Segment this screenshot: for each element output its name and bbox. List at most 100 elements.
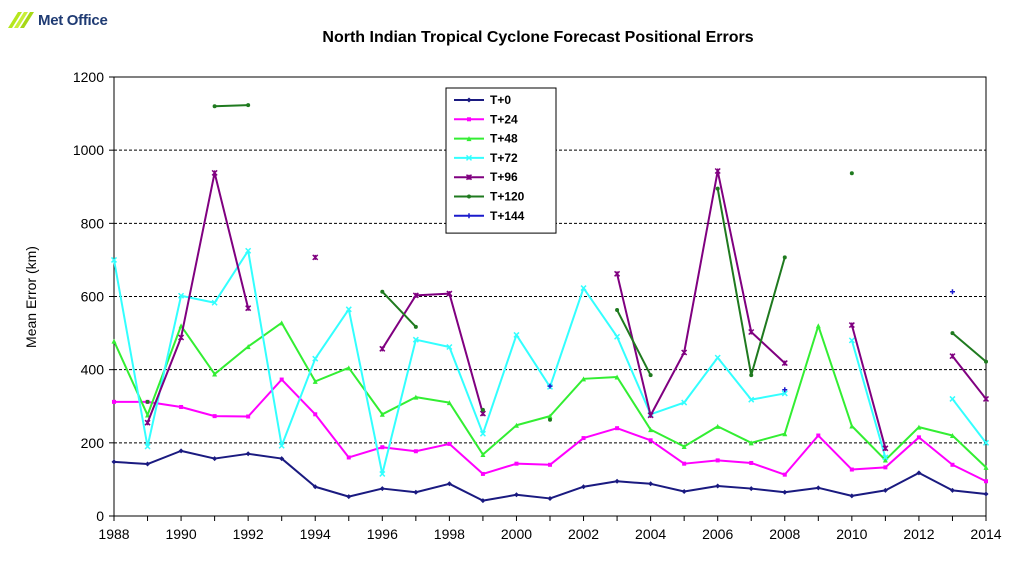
data-point [748, 486, 754, 492]
data-point [279, 456, 285, 462]
data-point [916, 470, 922, 476]
data-point [815, 323, 821, 329]
y-tick-label: 200 [81, 435, 105, 451]
data-point [950, 331, 955, 336]
series-line [381, 291, 417, 328]
legend-item: T+0 [454, 93, 511, 107]
data-point [984, 359, 988, 364]
series-line [113, 449, 987, 502]
legend-item: T+96 [454, 170, 518, 184]
data-point [480, 471, 485, 476]
x-tick-label: 1998 [434, 526, 465, 542]
data-point [212, 414, 217, 419]
data-point [782, 472, 787, 477]
logo-text: Met Office [38, 11, 108, 29]
data-point [413, 394, 419, 400]
data-point [212, 456, 218, 462]
legend-label: T+96 [490, 170, 518, 184]
data-point [145, 461, 151, 467]
data-point [984, 479, 988, 484]
series-line [616, 309, 652, 376]
plot-area [113, 76, 987, 517]
series-layer [110, 103, 990, 504]
series-line [113, 321, 987, 469]
series-line [146, 171, 250, 424]
y-tick-label: 1200 [73, 69, 104, 85]
series-tplus144 [547, 289, 955, 393]
data-point [480, 452, 486, 458]
legend-marker [467, 194, 471, 199]
data-point [479, 430, 486, 437]
data-point [681, 443, 687, 449]
y-tick-label: 600 [81, 289, 105, 305]
data-point [681, 488, 687, 494]
data-point [715, 423, 721, 429]
series-line [951, 355, 987, 400]
legend-label: T+24 [490, 112, 518, 126]
data-point [110, 256, 118, 263]
data-point [514, 461, 519, 466]
legend-label: T+120 [490, 190, 525, 204]
data-point [379, 345, 386, 352]
data-point [380, 289, 385, 294]
data-point [749, 373, 754, 378]
data-point [178, 292, 185, 299]
data-point [513, 331, 520, 338]
series-line [951, 332, 987, 363]
data-point [547, 495, 553, 501]
data-point [245, 344, 251, 350]
data-point [982, 439, 990, 446]
data-point [982, 395, 990, 402]
data-point [715, 458, 720, 463]
x-tick-label: 2002 [568, 526, 599, 542]
data-point [682, 461, 687, 466]
data-point [849, 423, 855, 429]
data-point [816, 433, 821, 438]
data-point [312, 378, 318, 384]
x-tick-label: 2014 [970, 526, 1001, 542]
data-point [714, 167, 721, 175]
data-point [547, 413, 553, 419]
series-line [850, 340, 887, 458]
data-point [245, 247, 252, 254]
data-point [111, 459, 117, 465]
data-point [848, 322, 855, 329]
data-point [782, 489, 788, 495]
data-point [749, 460, 754, 465]
legend-item: T+24 [454, 112, 518, 126]
axes: 0 200 400 600 800 1000 1200 1988 1990 1992 1994 199… [73, 69, 1002, 542]
data-point [916, 424, 922, 430]
data-point [580, 285, 587, 292]
data-point [313, 412, 318, 417]
data-point [278, 442, 285, 449]
data-point [849, 493, 855, 499]
data-point [681, 399, 688, 406]
data-point [882, 487, 888, 493]
data-point [379, 411, 385, 417]
legend-label: T+144 [490, 209, 525, 223]
data-point [614, 270, 621, 277]
data-point [145, 399, 150, 404]
data-point [246, 103, 251, 108]
data-point [346, 365, 352, 371]
logo-stripes-icon [8, 12, 34, 28]
legend-label: T+48 [490, 132, 518, 146]
legend-marker [466, 136, 472, 142]
data-point [179, 404, 184, 409]
x-tick-label: 2004 [635, 526, 666, 542]
x-tick-label: 1996 [367, 526, 398, 542]
legend-box [445, 87, 557, 234]
data-point [446, 481, 452, 487]
data-point [983, 491, 989, 497]
data-point [882, 445, 889, 452]
y-tick-label: 400 [81, 362, 105, 378]
data-point [949, 487, 955, 493]
legend-label: T+72 [490, 151, 518, 165]
x-tick-label: 2008 [769, 526, 800, 542]
legend: T+0 T+24 T+48 T+72 T+96 T+120 T+144 [445, 87, 557, 234]
data-point [413, 489, 419, 495]
data-point [916, 435, 921, 440]
chart-title: North Indian Tropical Cyclone Forecast P… [322, 29, 753, 46]
data-point [212, 104, 217, 109]
series-line [616, 170, 786, 417]
